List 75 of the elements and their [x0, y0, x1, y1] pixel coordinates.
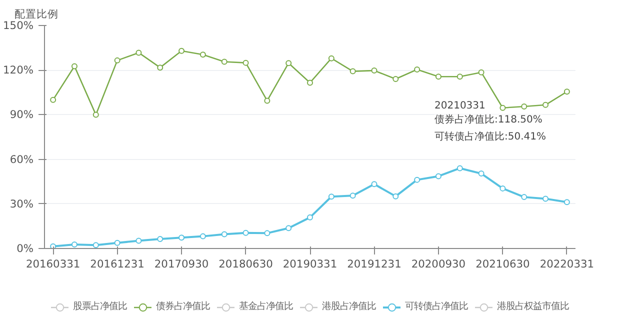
y-tick-label: 60% [10, 152, 34, 166]
annotation: 20210331 [434, 100, 486, 112]
annotation: 可转债占净值比:50.41% [434, 130, 546, 142]
point [500, 104, 506, 111]
legend-label: 港股占净值比 [322, 300, 376, 313]
point [328, 194, 334, 200]
point [92, 112, 99, 118]
point [500, 185, 506, 192]
point [200, 233, 206, 240]
point [435, 173, 442, 180]
x-tick-label: 20170930 [154, 258, 209, 270]
legend-label: 基金占净值比 [239, 300, 293, 313]
point [200, 52, 206, 58]
point [350, 68, 356, 74]
point [264, 230, 270, 236]
point [307, 80, 313, 86]
y-tick-label: 150% [3, 19, 34, 32]
point [392, 76, 399, 82]
x-tick-label: 20180630 [218, 258, 274, 270]
point [157, 236, 164, 242]
y-tick-label: 30% [10, 197, 34, 210]
x-tick-label: 20190331 [282, 258, 338, 270]
point [286, 60, 292, 66]
point [371, 68, 378, 74]
y-axis-title: 配置比例 [14, 8, 58, 20]
point [521, 194, 528, 200]
point [114, 57, 120, 64]
y-tick-label: 0% [16, 242, 34, 255]
y-tick-label: 90% [10, 108, 34, 122]
point [414, 176, 420, 183]
point [136, 238, 142, 244]
point [478, 170, 484, 177]
point [521, 104, 528, 110]
point [542, 196, 549, 202]
point [564, 88, 570, 95]
legend-label: 可转债占净值比 [405, 300, 468, 313]
point [371, 181, 378, 188]
point [307, 214, 313, 220]
legend-label: 股票占净值比 [73, 300, 127, 313]
legend-label: 港股占权益市值比 [497, 300, 569, 313]
point [542, 102, 549, 108]
x-tick-label: 20210630 [476, 258, 530, 270]
point [178, 48, 185, 54]
point [350, 192, 356, 199]
point [456, 165, 463, 172]
point [114, 240, 120, 246]
point [221, 58, 228, 65]
x-tick-label: 20220331 [540, 258, 594, 270]
point [435, 74, 442, 80]
point [242, 60, 249, 66]
point [414, 66, 420, 72]
point [136, 50, 142, 56]
point [50, 243, 56, 248]
point [456, 74, 463, 80]
x-tick-label: 20200930 [411, 258, 466, 270]
x-tick-label: 20161231 [90, 258, 144, 270]
point [92, 242, 99, 248]
point [71, 63, 78, 70]
y-tick-label: 120% [3, 64, 34, 77]
point [221, 231, 228, 238]
x-tick-label: 20160331 [26, 258, 80, 270]
point [178, 234, 185, 241]
point [71, 241, 78, 248]
point [328, 55, 334, 62]
point [264, 98, 270, 104]
annotation: 债券占净值比:118.50% [434, 114, 542, 126]
point [564, 199, 570, 206]
point [478, 69, 484, 76]
point [286, 225, 292, 232]
point [242, 230, 249, 236]
point [157, 64, 164, 71]
legend-label: 债券占净值比 [156, 300, 210, 313]
point [50, 96, 56, 103]
point [392, 193, 399, 200]
x-tick-label: 20191231 [347, 258, 402, 270]
